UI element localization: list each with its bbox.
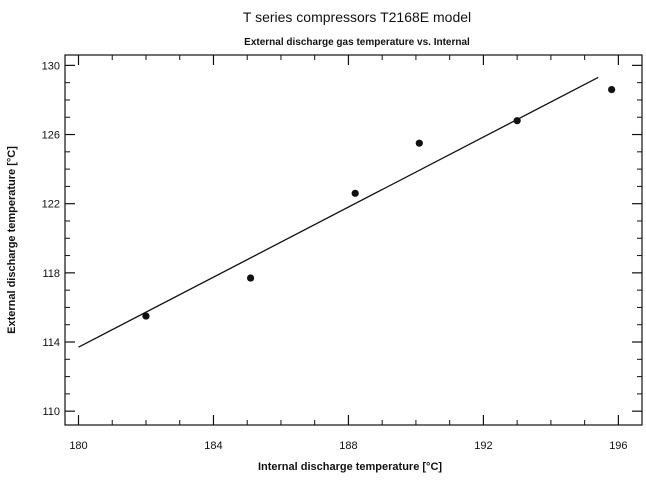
data-points-layer <box>142 85 616 320</box>
x-tick-label: 184 <box>204 440 222 452</box>
data-point <box>246 274 255 282</box>
y-tick-label: 110 <box>42 406 60 418</box>
data-point <box>351 189 359 197</box>
x-axis-label: Internal discharge temperature [°C] <box>258 461 442 473</box>
chart-title: T series compressors T2168E model <box>243 9 471 25</box>
data-point <box>142 312 150 320</box>
y-tick-label: 122 <box>42 199 60 211</box>
x-tick-label: 196 <box>609 440 627 452</box>
y-tick-label: 118 <box>42 268 60 280</box>
data-point <box>513 117 521 125</box>
x-tick-label: 188 <box>339 440 357 452</box>
y-tick-label: 126 <box>42 130 60 142</box>
data-point <box>608 85 616 94</box>
y-tick-label: 130 <box>42 60 60 72</box>
fit-line <box>78 76 599 348</box>
data-point <box>415 139 423 147</box>
x-axis: 180 184 188 192 196 <box>69 55 628 452</box>
plot-frame <box>64 54 643 426</box>
y-tick-label: 114 <box>42 337 60 349</box>
x-tick-label: 180 <box>69 440 87 452</box>
chart-subtitle: External discharge gas temperature vs. I… <box>244 37 470 48</box>
fit-line-layer <box>78 76 599 348</box>
y-axis-label: External discharge temperature [°C] <box>6 146 18 334</box>
y-axis: 110 114 118 122 126 130 <box>42 60 642 418</box>
x-tick-label: 192 <box>474 440 492 452</box>
